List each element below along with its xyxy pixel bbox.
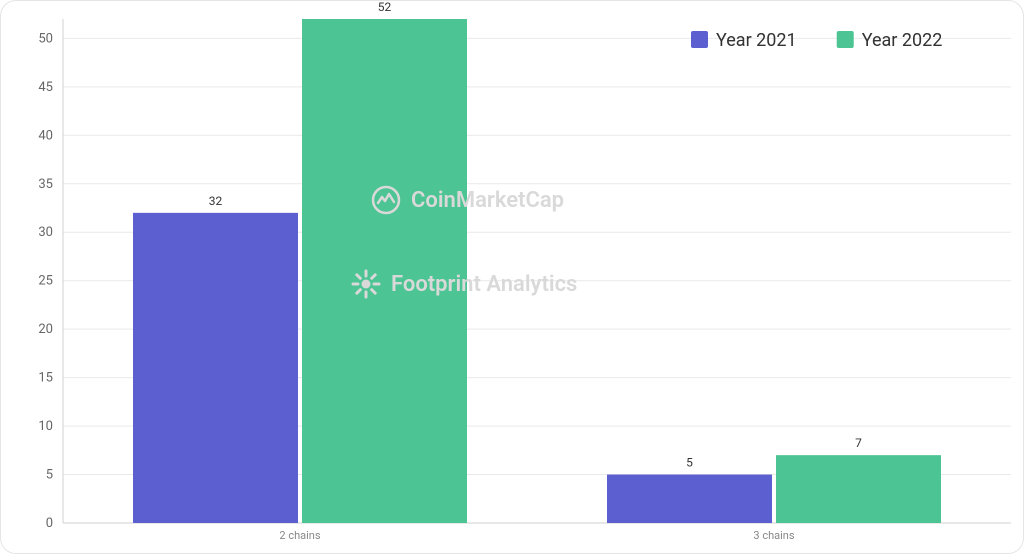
legend-label: Year 2022 [862,30,943,51]
bar-value-label: 52 [378,1,392,14]
bar [776,455,941,523]
svg-text:25: 25 [38,274,53,289]
legend-swatch [691,31,708,48]
svg-text:50: 50 [38,31,53,46]
bar-value-label: 5 [686,456,693,470]
bar [133,213,298,523]
svg-text:20: 20 [38,322,53,337]
svg-text:0: 0 [46,516,53,531]
svg-text:15: 15 [38,371,53,386]
legend-label: Year 2021 [716,30,797,51]
bar-chart: 0 5 10 15 20 25 30 35 40 45 50 32 52 2 chains 5 7 3 chai… [0,0,1024,554]
svg-text:10: 10 [38,419,53,434]
svg-text:5: 5 [46,468,53,483]
bar [607,475,772,523]
svg-text:35: 35 [38,177,53,192]
svg-text:45: 45 [38,80,53,95]
chart-svg: 0 5 10 15 20 25 30 35 40 45 50 32 52 2 chains 5 7 3 chai… [1,1,1024,555]
x-axis-label: 3 chains [753,529,794,542]
x-axis-label: 2 chains [279,529,320,542]
bar [302,19,467,523]
svg-text:40: 40 [38,128,53,143]
svg-text:30: 30 [38,225,53,240]
legend-swatch [837,31,854,48]
bar-value-label: 32 [209,194,223,208]
bar-value-label: 7 [855,436,862,450]
